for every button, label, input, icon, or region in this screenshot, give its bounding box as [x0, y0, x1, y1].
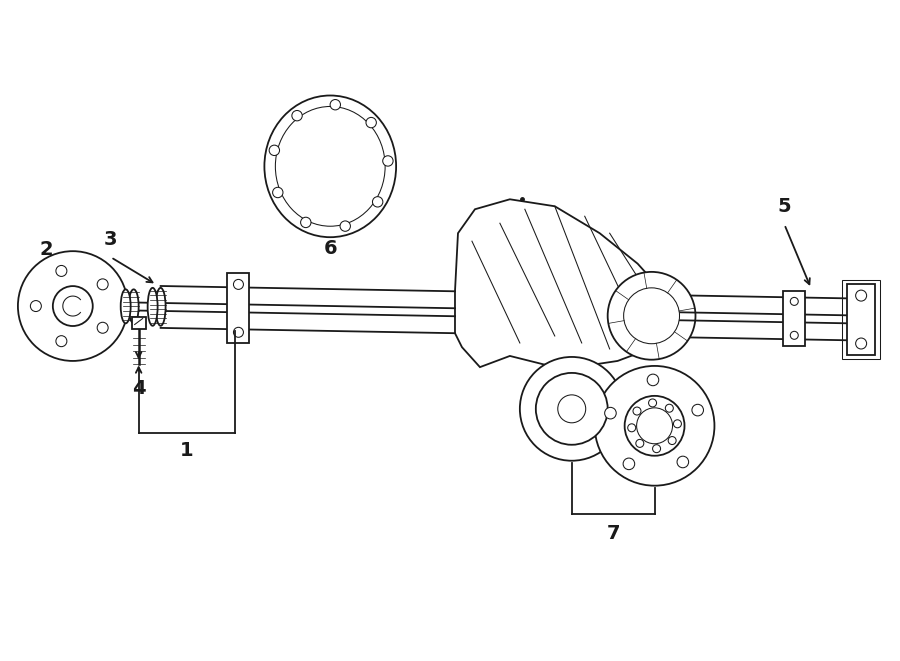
Circle shape — [625, 396, 685, 455]
Ellipse shape — [265, 95, 396, 237]
Ellipse shape — [275, 106, 385, 226]
Ellipse shape — [148, 288, 157, 326]
Circle shape — [636, 408, 672, 444]
Ellipse shape — [129, 290, 139, 323]
Circle shape — [373, 196, 382, 207]
Text: 6: 6 — [323, 239, 338, 258]
Bar — [847, 284, 875, 356]
Circle shape — [520, 357, 624, 461]
Circle shape — [665, 405, 673, 412]
Circle shape — [623, 458, 634, 470]
Circle shape — [647, 374, 659, 386]
Circle shape — [856, 290, 867, 301]
Text: 5: 5 — [778, 197, 791, 215]
Circle shape — [790, 331, 798, 339]
Circle shape — [366, 118, 376, 128]
Circle shape — [677, 456, 688, 468]
Text: 7: 7 — [607, 524, 620, 543]
Ellipse shape — [121, 290, 130, 323]
Circle shape — [56, 266, 67, 276]
Circle shape — [668, 436, 676, 445]
Circle shape — [595, 366, 715, 486]
Circle shape — [673, 420, 681, 428]
Circle shape — [627, 424, 635, 432]
Circle shape — [56, 336, 67, 346]
Text: 2: 2 — [39, 240, 53, 258]
Circle shape — [31, 301, 41, 311]
Circle shape — [292, 110, 302, 121]
Circle shape — [790, 297, 798, 305]
Bar — [783, 291, 806, 346]
Text: 1: 1 — [180, 442, 194, 460]
Text: 4: 4 — [131, 379, 146, 398]
Polygon shape — [160, 286, 455, 333]
Circle shape — [605, 407, 617, 419]
Circle shape — [633, 407, 641, 415]
Circle shape — [558, 395, 586, 423]
Ellipse shape — [156, 288, 166, 326]
Circle shape — [652, 445, 661, 453]
Bar — [842, 280, 880, 360]
Polygon shape — [671, 295, 861, 340]
Polygon shape — [455, 199, 671, 367]
Circle shape — [340, 221, 350, 231]
Circle shape — [649, 399, 657, 407]
Circle shape — [18, 251, 128, 361]
Text: 3: 3 — [104, 229, 118, 249]
Circle shape — [53, 286, 93, 326]
Circle shape — [97, 323, 108, 333]
Circle shape — [608, 272, 696, 360]
Circle shape — [269, 145, 280, 155]
Circle shape — [233, 280, 243, 290]
Circle shape — [692, 405, 704, 416]
Circle shape — [301, 217, 311, 227]
Circle shape — [97, 279, 108, 290]
Circle shape — [856, 338, 867, 349]
Bar — [131, 317, 146, 329]
Circle shape — [635, 440, 644, 447]
Circle shape — [233, 327, 243, 337]
Circle shape — [624, 288, 680, 344]
Circle shape — [536, 373, 608, 445]
Circle shape — [382, 156, 393, 166]
Circle shape — [273, 187, 283, 198]
Bar — [228, 274, 249, 343]
Circle shape — [330, 100, 340, 110]
